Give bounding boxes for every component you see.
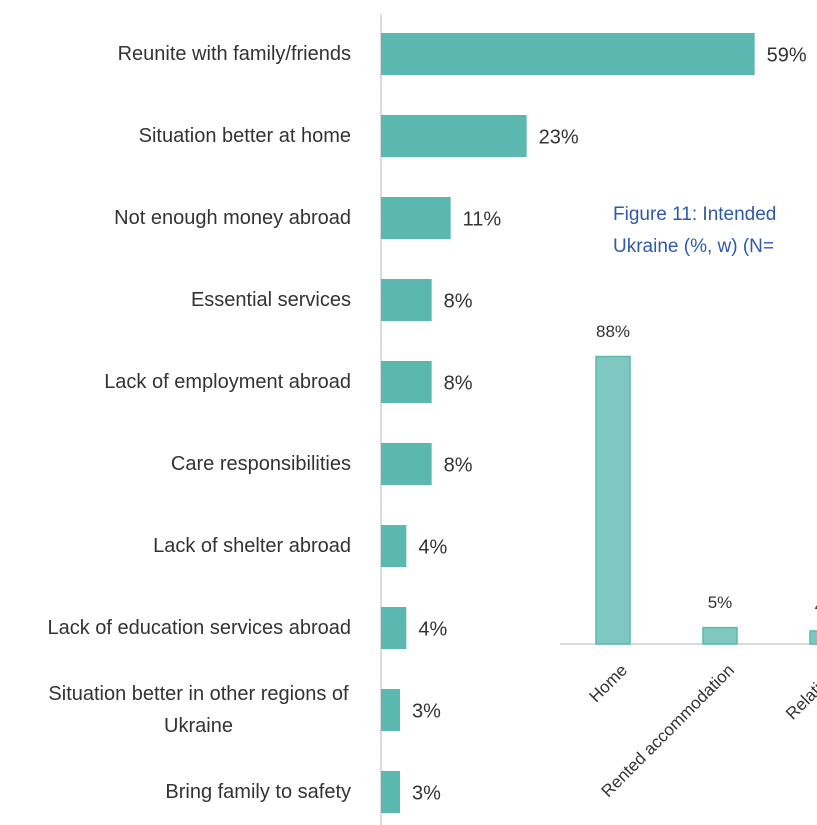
category-label: Lack of shelter abroad xyxy=(0,530,351,562)
bar xyxy=(381,115,527,157)
value-label: 3% xyxy=(412,700,441,722)
category-text: Lack of employment abroad xyxy=(104,371,351,393)
category-label: Not enough money abroad xyxy=(0,202,351,234)
value-label: 4% xyxy=(418,618,447,640)
category-label: Lack of education services abroad xyxy=(0,612,351,644)
value-label: 8% xyxy=(444,290,473,312)
category-text: Bring family to safety xyxy=(165,781,351,803)
category-text: Situation better at home xyxy=(138,125,351,147)
bar xyxy=(381,771,400,813)
value-label: 3% xyxy=(412,782,441,804)
category-text: Lack of education services abroad xyxy=(47,617,351,639)
value-label: 59% xyxy=(767,44,807,66)
category-text: Reunite with family/friends xyxy=(117,43,351,65)
bar xyxy=(381,33,755,75)
category-label: Reunite with family/friends xyxy=(0,38,351,70)
value-label: 8% xyxy=(444,454,473,476)
bar xyxy=(381,197,451,239)
bar xyxy=(381,279,432,321)
chart-title: Ukraine (%, w) (N= xyxy=(613,236,774,257)
category-text: Not enough money abroad xyxy=(114,207,351,229)
bar xyxy=(595,355,631,645)
category-label: Situation better at home xyxy=(0,120,351,152)
bar xyxy=(702,626,738,645)
value-label: 4% xyxy=(418,536,447,558)
value-label: 8% xyxy=(444,372,473,394)
category-text: Care responsibilities xyxy=(170,453,351,475)
category-label: Bring family to safety xyxy=(0,776,351,808)
category-label: Situation better in other regions of Ukr… xyxy=(0,678,351,742)
category-label: Lack of employment abroad xyxy=(0,366,351,398)
category-label: Essential services xyxy=(0,284,351,316)
chart-title: Figure 11: Intended xyxy=(613,204,776,225)
bar xyxy=(809,630,817,645)
category-text: Essential services xyxy=(190,289,351,311)
value-label: 23% xyxy=(539,126,579,148)
bar xyxy=(381,361,432,403)
x-tick-label: Relatives xyxy=(782,661,817,724)
category-text: Lack of shelter abroad xyxy=(153,535,351,557)
bar xyxy=(381,607,407,649)
category-label: Care responsibilities xyxy=(0,448,351,480)
value-label: 88% xyxy=(596,322,630,341)
x-tick-label: Home xyxy=(585,661,631,707)
value-label: 5% xyxy=(708,593,733,612)
category-text: Situation better in other regions of Ukr… xyxy=(48,683,349,737)
bar xyxy=(381,689,400,731)
value-label: 11% xyxy=(463,208,502,230)
value-label: 4% xyxy=(815,596,817,615)
bar xyxy=(381,443,432,485)
bar xyxy=(381,525,407,567)
